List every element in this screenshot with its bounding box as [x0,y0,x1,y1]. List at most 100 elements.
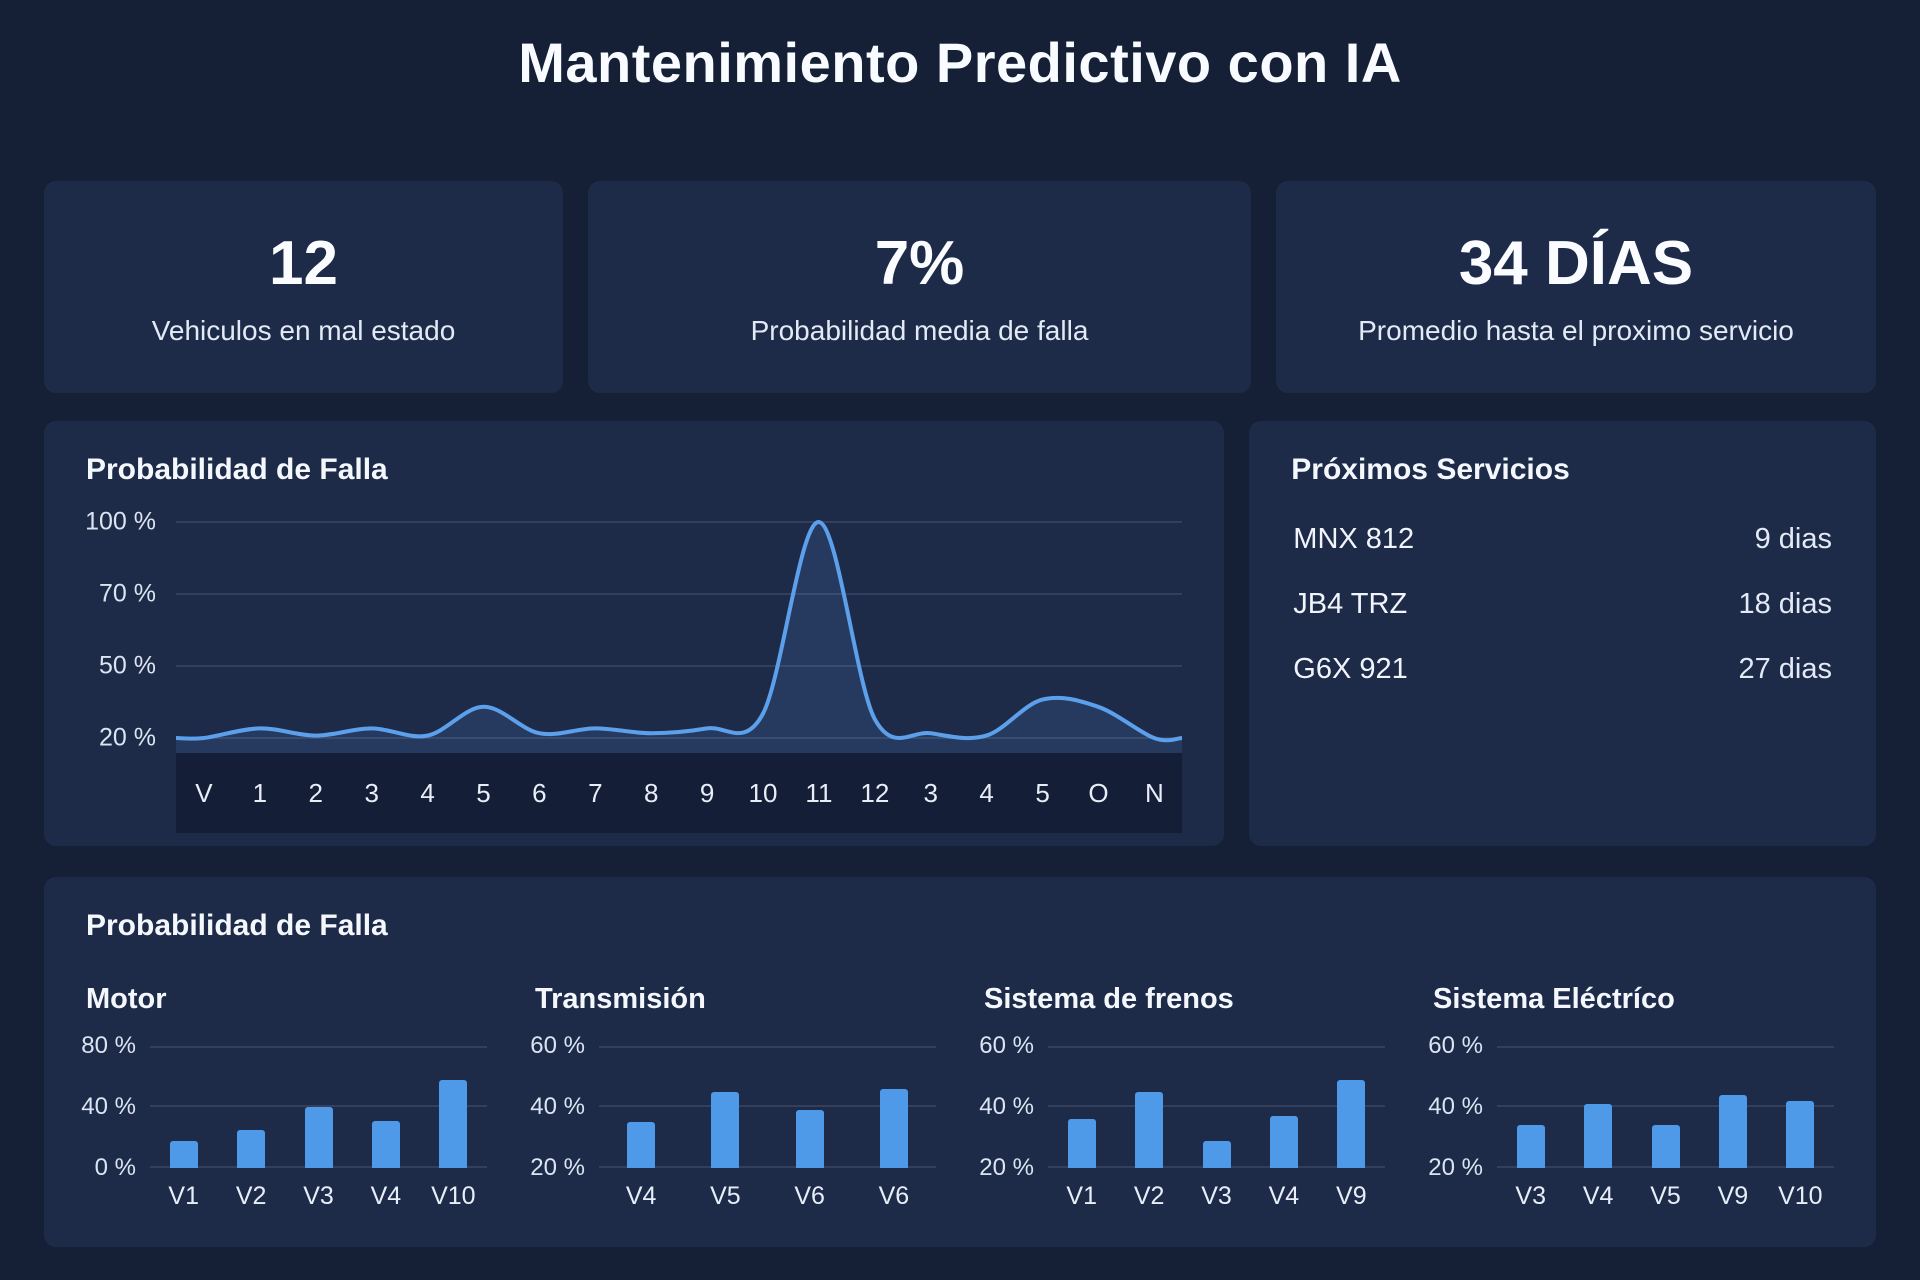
bar [237,1129,266,1168]
service-days: 27 dias [1738,653,1832,685]
component-card-title: Probabilidad de Falla [86,909,388,942]
electrical-bar-chart: 60 % 40 % 20 % V3 V4 V5 V9 V10 [1428,1032,1834,1211]
bar-chart-x-axis: V1 V2 V3 V4 V10 [150,1182,487,1211]
mini-chart-title: Motor [86,983,167,1015]
bar-chart-y-axis: 60 % 40 % 20 % [530,1032,599,1181]
x-tick-label: V10 [1778,1182,1823,1210]
bar-column [599,1046,683,1168]
x-tick-label: V6 [794,1182,825,1210]
x-tick-label: V6 [878,1182,910,1210]
bar [627,1122,656,1168]
stat-label: Vehiculos en mal estado [151,314,456,346]
x-tick-label: V1 [168,1182,199,1210]
stat-label: Promedio hasta el proximo servicio [1358,314,1794,346]
bar-chart-plot [150,1046,487,1168]
y-tick-label: 40 % [81,1093,136,1120]
bar-chart-body: 60 % 40 % 20 % [530,1032,936,1181]
x-tick-label: V3 [1201,1182,1232,1210]
x-tick-label: 12 [860,777,890,808]
line-chart-plot [176,507,1182,753]
service-row: MNX 812 9 dias [1291,507,1834,572]
mini-chart-title: Sistema Eléctríco [1433,983,1675,1015]
bar-column [1115,1046,1182,1168]
x-tick-label: V3 [303,1182,334,1210]
y-tick-label: 20 % [1428,1154,1483,1181]
y-tick-label: 60 % [1428,1032,1483,1059]
x-tick-label: 7 [588,777,603,808]
bars [150,1046,487,1168]
x-tick-label: O [1088,777,1109,808]
gridline [1497,1105,1834,1107]
bar [1651,1125,1680,1168]
gridline [1497,1046,1834,1048]
bar [1516,1125,1545,1168]
x-tick-label: 11 [805,777,833,808]
bar-column [1048,1046,1115,1168]
y-tick-label: 70 % [99,579,156,608]
x-tick-label: V4 [1582,1182,1614,1210]
stat-card-days-to-next-service: 34 DÍAS Promedio hasta el proximo servic… [1276,181,1876,393]
x-tick-label: 4 [979,777,994,808]
line-chart-x-axis: V 1 2 3 4 5 6 7 8 9 10 11 12 3 4 5 O N [176,753,1183,833]
x-tick-label: V4 [625,1182,657,1210]
x-tick-label: V10 [431,1182,476,1210]
bar-chart-plot [1497,1046,1834,1168]
mini-chart-motor: Motor 80 % 40 % 0 % V1 V2 V3 V4 V10 [81,983,487,1211]
x-tick-label: V2 [1133,1182,1165,1210]
brakes-bar-chart: 60 % 40 % 20 % V1 V2 V3 V4 V9 [979,1032,1385,1211]
x-tick-label: 9 [699,777,715,808]
stat-card-vehicles-bad-state: 12 Vehiculos en mal estado [44,181,563,393]
x-tick-label: V5 [710,1182,741,1210]
gridline [1048,1046,1385,1048]
mini-chart-title: Sistema de frenos [984,983,1234,1015]
bar-column [1183,1046,1250,1168]
bar [439,1079,468,1168]
bar-chart-body: 60 % 40 % 20 % [979,1032,1385,1181]
bar [795,1110,824,1168]
x-tick-label: 6 [532,777,547,808]
bar-column [852,1046,936,1168]
service-row: G6X 921 27 dias [1291,637,1834,702]
bar-column [683,1046,767,1168]
bar-chart-y-axis: 80 % 40 % 0 % [81,1032,150,1181]
mini-charts-row: Motor 80 % 40 % 0 % V1 V2 V3 V4 V10 Transmisión… [81,983,1834,1211]
bar-column [1699,1046,1766,1168]
bar-column [1564,1046,1631,1168]
predictive-maintenance-dashboard: Mantenimiento Predictivo con IA 12 Vehic… [44,31,1876,1247]
x-tick-label: V4 [370,1182,402,1210]
bar-column [1767,1046,1834,1168]
x-tick-label: 3 [364,777,379,808]
bar-chart-plot [599,1046,936,1168]
y-tick-label: 20 % [99,723,156,752]
stat-value: 34 DÍAS [1458,228,1694,298]
y-tick-label: 60 % [530,1032,585,1059]
bar-chart-body: 80 % 40 % 0 % [81,1032,487,1181]
y-tick-label: 40 % [1428,1093,1483,1120]
bars [1048,1046,1385,1168]
service-vehicle: MNX 812 [1293,523,1415,555]
x-tick-label: 4 [420,777,435,808]
bar [1067,1119,1096,1168]
line-chart-svg [176,519,1182,753]
bar-column [1497,1046,1564,1168]
page-title: Mantenimiento Predictivo con IA [518,31,1402,94]
transmission-bar-chart: 60 % 40 % 20 % V4 V5 V6 V6 [530,1032,936,1211]
x-tick-label: 10 [748,777,778,808]
bar-column [1318,1046,1385,1168]
bar [1135,1091,1164,1168]
bar-chart-x-axis: V4 V5 V6 V6 [599,1182,936,1211]
x-tick-label: V [195,777,213,808]
x-tick-label: V1 [1066,1182,1097,1210]
bar-chart-y-axis: 60 % 40 % 20 % [1428,1032,1497,1181]
bar [304,1107,333,1168]
bar-column [1250,1046,1317,1168]
y-tick-label: 20 % [530,1154,585,1181]
x-tick-label: 2 [308,777,323,808]
y-tick-label: 60 % [979,1032,1034,1059]
gridline [599,1105,936,1107]
services-title: Próximos Servicios [1291,453,1570,486]
bar [711,1091,740,1168]
bar [1584,1103,1613,1168]
bar-column [217,1046,284,1168]
bar [1718,1094,1747,1168]
